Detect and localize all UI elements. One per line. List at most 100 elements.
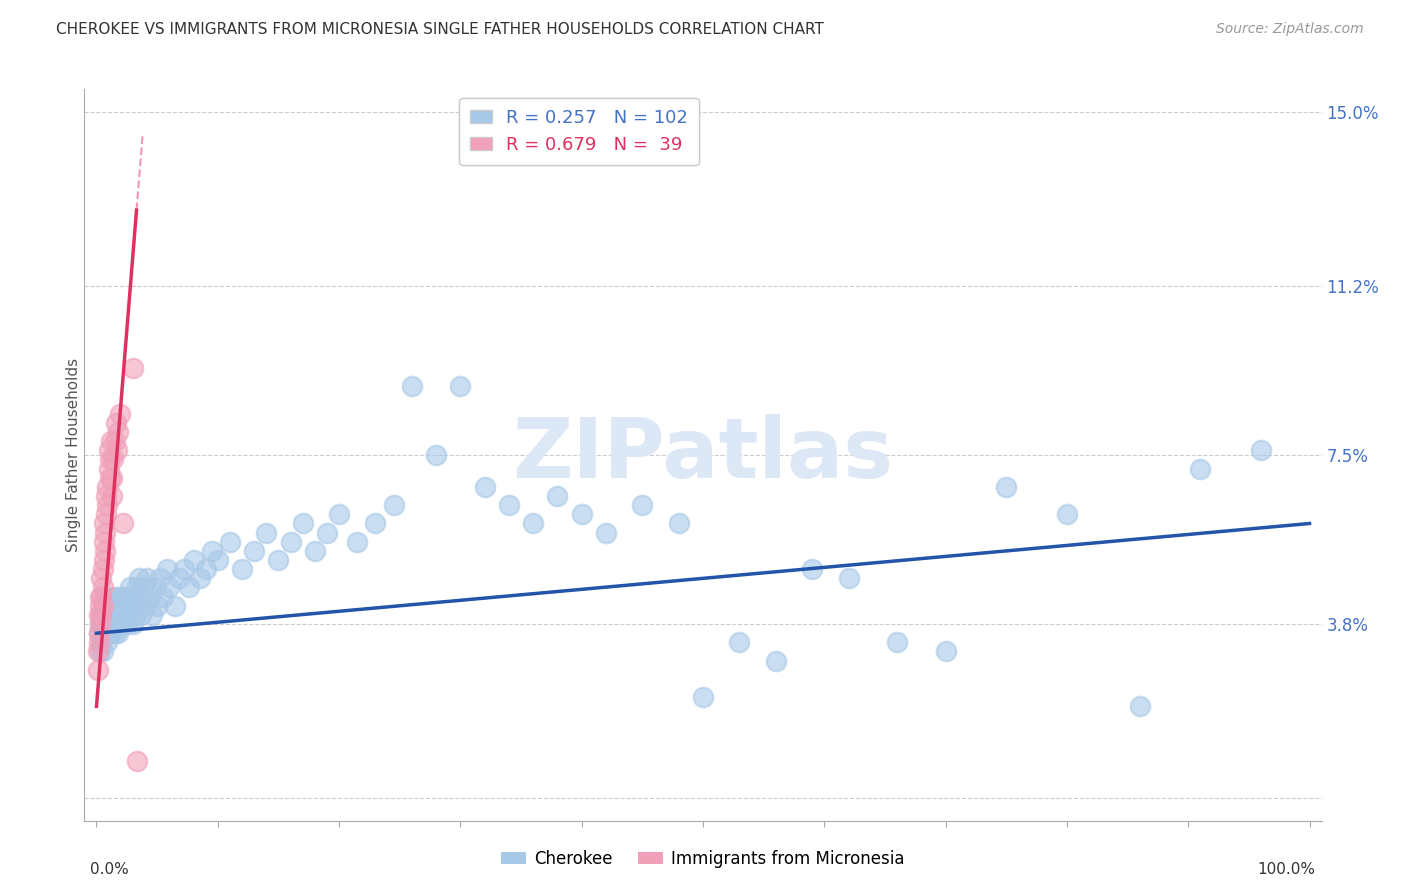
Point: [97, 626, 120, 640]
Point: [103, 599, 125, 613]
Point: [89, 590, 111, 604]
Point: [94, 525, 117, 540]
Point: [107, 626, 129, 640]
Text: CHEROKEE VS IMMIGRANTS FROM MICRONESIA SINGLE FATHER HOUSEHOLDS CORRELATION CHAR: CHEROKEE VS IMMIGRANTS FROM MICRONESIA S…: [56, 22, 824, 37]
Point: [89, 617, 111, 632]
Point: [131, 607, 153, 622]
Point: [183, 553, 205, 567]
Point: [177, 581, 200, 595]
Point: [571, 508, 593, 522]
Point: [1129, 699, 1152, 714]
Point: [401, 379, 423, 393]
Point: [105, 443, 128, 458]
Point: [91, 644, 114, 658]
Point: [98, 452, 121, 467]
Point: [243, 544, 266, 558]
Text: 100.0%: 100.0%: [1257, 862, 1316, 877]
Point: [136, 571, 159, 585]
Point: [167, 571, 190, 585]
Point: [108, 590, 131, 604]
Point: [316, 525, 339, 540]
Point: [201, 544, 224, 558]
Point: [86, 644, 108, 658]
Point: [231, 562, 253, 576]
Point: [96, 599, 118, 613]
Point: [112, 590, 135, 604]
Point: [91, 581, 114, 595]
Point: [129, 590, 152, 604]
Point: [103, 452, 125, 467]
Point: [104, 416, 127, 430]
Point: [728, 635, 751, 649]
Point: [87, 626, 110, 640]
Point: [112, 617, 135, 632]
Point: [120, 581, 142, 595]
Point: [474, 480, 496, 494]
Point: [101, 471, 124, 485]
Point: [219, 534, 242, 549]
Point: [346, 534, 368, 549]
Point: [122, 617, 145, 632]
Point: [108, 407, 131, 421]
Point: [97, 461, 120, 475]
Point: [1250, 443, 1272, 458]
Point: [90, 571, 112, 585]
Point: [98, 471, 121, 485]
Y-axis label: Single Father Households: Single Father Households: [66, 358, 80, 552]
Point: [90, 590, 112, 604]
Point: [595, 525, 617, 540]
Point: [104, 617, 127, 632]
Point: [94, 544, 117, 558]
Point: [765, 654, 787, 668]
Point: [280, 534, 302, 549]
Point: [449, 379, 471, 393]
Text: Source: ZipAtlas.com: Source: ZipAtlas.com: [1216, 22, 1364, 37]
Point: [101, 617, 124, 632]
Point: [125, 754, 148, 768]
Point: [110, 599, 132, 613]
Point: [498, 498, 520, 512]
Point: [122, 590, 145, 604]
Point: [94, 590, 117, 604]
Point: [101, 489, 124, 503]
Point: [87, 607, 110, 622]
Point: [152, 590, 174, 604]
Point: [188, 571, 211, 585]
Point: [267, 553, 290, 567]
Point: [96, 489, 118, 503]
Point: [94, 617, 117, 632]
Point: [90, 607, 112, 622]
Point: [93, 553, 115, 567]
Point: [194, 562, 217, 576]
Point: [105, 599, 128, 613]
Point: [93, 626, 115, 640]
Point: [692, 690, 714, 705]
Point: [141, 607, 163, 622]
Point: [96, 480, 118, 494]
Point: [89, 599, 111, 613]
Point: [89, 617, 111, 632]
Text: 0.0%: 0.0%: [90, 862, 129, 877]
Point: [124, 607, 146, 622]
Point: [117, 590, 139, 604]
Point: [96, 617, 118, 632]
Point: [631, 498, 654, 512]
Point: [98, 599, 121, 613]
Point: [546, 489, 568, 503]
Point: [143, 581, 166, 595]
Point: [89, 644, 111, 658]
Point: [935, 644, 957, 658]
Point: [207, 553, 229, 567]
Point: [96, 635, 118, 649]
Point: [139, 590, 162, 604]
Point: [668, 516, 690, 531]
Point: [304, 544, 326, 558]
Point: [157, 581, 180, 595]
Point: [97, 607, 120, 622]
Point: [134, 599, 156, 613]
Point: [86, 663, 108, 677]
Point: [97, 443, 120, 458]
Point: [522, 516, 544, 531]
Point: [146, 599, 169, 613]
Point: [87, 626, 110, 640]
